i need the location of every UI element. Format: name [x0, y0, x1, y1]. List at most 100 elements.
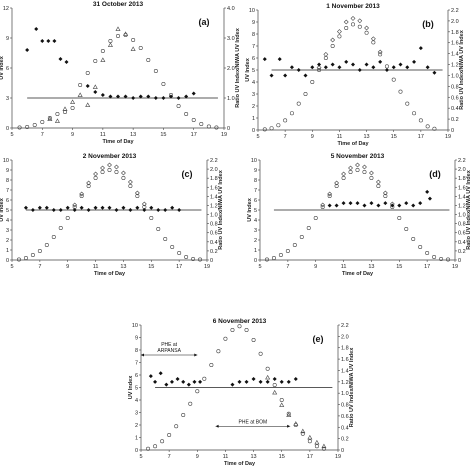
x-tick-label: 13 [364, 134, 370, 140]
data-point-ratio [362, 203, 367, 208]
data-point-triangle [314, 439, 320, 445]
data-point-circle [70, 106, 75, 111]
data-point-circle [337, 34, 342, 39]
data-point-circle [369, 176, 374, 181]
y2-tick-label: 1.6 [341, 357, 349, 363]
data-point-circle [286, 411, 291, 416]
y-tick-label: 1 [135, 436, 138, 442]
data-point-diamond [377, 49, 383, 55]
data-point-circle [184, 112, 189, 117]
data-point-circle [116, 33, 121, 38]
data-point-circle [378, 52, 383, 57]
y-axis-title: UV Index [245, 57, 251, 81]
annotation-arrow-right [287, 424, 291, 428]
data-point-triangle [115, 26, 121, 31]
data-point-circle [153, 444, 158, 449]
data-point-circle [285, 249, 290, 254]
data-point-circle [93, 176, 98, 181]
data-point-circle [161, 82, 166, 87]
y2-tick-label: 0 [227, 126, 230, 132]
y2-axis-title: Ratio UV Index/NIWA UV Index [235, 27, 241, 107]
data-point-ratio [296, 68, 301, 72]
y2-tick-label: 0.2 [341, 437, 349, 443]
y-tick-label: 9 [135, 336, 138, 342]
data-point-diamond [343, 19, 349, 25]
data-point-ratio [411, 203, 416, 208]
y2-tick-label: 0.8 [210, 222, 218, 228]
data-point-circle [397, 216, 402, 221]
data-point-ratio [376, 203, 381, 208]
data-point-circle [405, 101, 410, 106]
data-point-ratio [371, 65, 376, 70]
data-point-ratio [148, 374, 153, 379]
x-tick-label: 15 [279, 454, 285, 460]
data-point-ratio [293, 376, 298, 381]
y2-tick-label: 1.2 [451, 63, 459, 69]
y2-tick-label: 0.6 [210, 231, 218, 237]
panel-title: 5 November 2013 [331, 153, 385, 160]
data-point-ratio [64, 60, 69, 64]
data-point-diamond [350, 15, 356, 21]
data-point-ratio [289, 65, 294, 70]
y2-tick-label: 2.0 [451, 19, 459, 25]
data-point-diamond [141, 201, 147, 207]
data-point-ratio [341, 201, 346, 206]
x-tick-label: 17 [424, 264, 430, 270]
data-point-circle [418, 245, 423, 250]
data-point-circle [278, 253, 283, 258]
y-tick-label: 7 [6, 188, 9, 194]
data-point-ratio [244, 379, 249, 384]
data-point-triangle [286, 412, 292, 417]
data-point-circle [432, 255, 437, 260]
x-axis-title: Time of Day [224, 461, 256, 466]
y-tick-label: 4 [135, 398, 138, 404]
x-tick-label: 17 [176, 264, 182, 270]
x-tick-label: 7 [284, 134, 287, 140]
panel-letter: (d) [429, 169, 441, 179]
data-point-circle [160, 439, 165, 444]
data-point-diamond [357, 18, 363, 24]
data-point-circle [206, 124, 211, 129]
y-tick-label: 6 [254, 198, 257, 204]
y-tick-label: 2 [135, 423, 138, 429]
data-point-triangle [307, 434, 313, 440]
data-point-ratio [398, 62, 403, 67]
data-point-diamond [375, 179, 381, 185]
y-tick-label: 5 [135, 386, 138, 392]
data-point-ratio [52, 39, 57, 43]
y-tick-label: 9 [254, 168, 257, 174]
data-point-diamond [100, 165, 105, 171]
y2-tick-label: 2.2 [341, 323, 349, 329]
data-point-ratio [397, 203, 402, 208]
x-axis-title: Time of Day [337, 141, 369, 147]
y-tick-label: 3 [254, 228, 257, 234]
y2-tick-label: 0 [458, 258, 461, 264]
y-tick-label: 1 [254, 248, 257, 254]
data-point-circle [348, 170, 353, 175]
data-point-diamond [348, 165, 353, 171]
data-point-circle [271, 255, 276, 260]
data-point-ratio [355, 201, 360, 206]
data-point-circle [350, 22, 355, 27]
panel-b: 5 7 9 11 13 15 17 1901234567891000.20.40.60.81.… [245, 3, 465, 147]
data-point-circle [391, 77, 396, 82]
y-tick-label: 4 [252, 80, 255, 86]
data-point-circle [191, 256, 196, 261]
x-tick-label: 7 [168, 454, 171, 460]
data-point-circle [191, 118, 196, 123]
data-point-ratio [251, 376, 256, 381]
data-point-ratio [85, 84, 90, 88]
y-tick-label: 0 [6, 126, 9, 132]
y-tick-label: 0 [252, 128, 255, 134]
data-point-ratio [58, 208, 63, 212]
data-point-ratio [65, 205, 70, 210]
y-tick-label: 3 [135, 411, 138, 417]
data-point-circle [244, 327, 249, 332]
data-point-circle [174, 424, 179, 429]
x-tick-label: 7 [286, 264, 289, 270]
data-point-circle [251, 337, 256, 342]
data-point-circle [51, 235, 56, 240]
data-point-ratio [46, 39, 51, 43]
y-tick-label: 2 [252, 104, 255, 110]
y2-axis-title: Ratio UV Index/NIWA UV Index [218, 169, 224, 249]
